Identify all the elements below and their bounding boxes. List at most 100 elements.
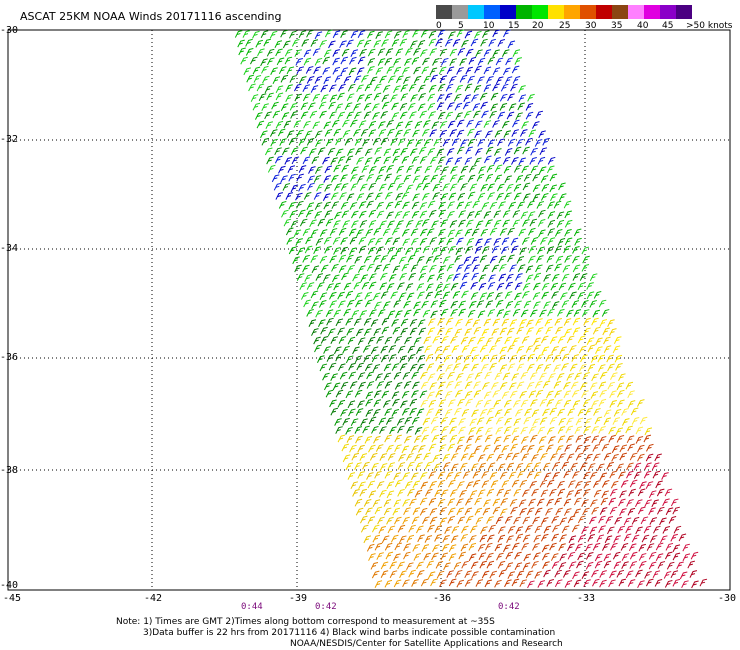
wind-barb — [429, 516, 438, 525]
wind-barb — [520, 309, 529, 318]
wind-barb — [511, 157, 519, 165]
wind-barb — [393, 30, 402, 39]
wind-barb — [338, 254, 347, 263]
wind-barb — [489, 471, 498, 480]
wind-barb — [495, 426, 503, 435]
wind-barb — [484, 434, 493, 443]
wind-barb — [377, 309, 386, 317]
wind-barb — [579, 382, 588, 391]
wind-barb — [364, 291, 372, 300]
wind-barb — [575, 435, 584, 443]
wind-barb — [483, 210, 492, 219]
wind-barb — [237, 39, 245, 48]
wind-barb — [427, 327, 436, 335]
wind-barb — [296, 173, 304, 182]
wind-barb — [589, 300, 597, 308]
wind-barb — [402, 201, 410, 210]
wind-barb — [547, 228, 555, 236]
wind-barb — [245, 47, 254, 56]
wind-barb — [349, 202, 358, 210]
wind-barb — [390, 94, 398, 103]
wind-barb — [643, 470, 652, 479]
wind-barb — [387, 310, 396, 319]
wind-barb — [333, 220, 341, 228]
wind-barb — [474, 157, 482, 166]
wind-barb — [383, 363, 392, 372]
wind-barb — [453, 561, 462, 570]
wind-barb — [493, 210, 502, 219]
wind-barb — [375, 31, 383, 39]
wind-barb — [447, 201, 455, 209]
wind-barb — [391, 391, 400, 400]
wind-barb — [638, 553, 647, 561]
wind-barb — [285, 192, 294, 200]
wind-barb — [469, 164, 477, 173]
wind-barb — [380, 354, 389, 363]
wind-barb — [420, 29, 429, 38]
wind-barb — [672, 578, 681, 587]
wind-barb — [547, 211, 556, 219]
wind-barb — [469, 300, 477, 309]
wind-barb — [367, 58, 375, 66]
wind-barb — [326, 317, 334, 326]
wind-barb — [532, 184, 541, 192]
wind-barb — [496, 309, 505, 317]
wind-barb — [551, 291, 559, 299]
wind-barb — [325, 218, 334, 227]
wind-barb — [402, 472, 410, 480]
wind-barb — [410, 94, 418, 102]
wind-barb — [395, 129, 403, 138]
wind-barb — [314, 57, 323, 66]
wind-barb — [389, 570, 398, 579]
wind-barb — [417, 444, 426, 453]
wind-barb — [520, 129, 528, 137]
wind-barb — [455, 84, 463, 93]
wind-barb — [541, 291, 549, 300]
wind-barb — [434, 525, 443, 533]
wind-barb — [474, 130, 482, 139]
wind-barb — [357, 56, 366, 65]
wind-barb — [396, 165, 404, 174]
wind-barb — [461, 345, 470, 353]
wind-barb — [399, 355, 407, 364]
wind-barb — [407, 488, 415, 497]
wind-barb — [346, 111, 354, 120]
wind-barb — [379, 75, 387, 84]
wind-barb — [383, 148, 392, 157]
wind-barb — [541, 552, 550, 561]
wind-barb — [517, 264, 526, 272]
wind-barb — [457, 192, 466, 201]
wind-barb — [577, 534, 586, 543]
wind-barb — [421, 434, 429, 443]
wind-barb — [298, 165, 307, 173]
wind-barb — [401, 66, 410, 75]
wind-barb — [275, 48, 283, 57]
wind-barb — [425, 353, 434, 362]
wind-barb — [626, 470, 634, 479]
wind-barb — [514, 562, 523, 571]
wind-barb — [384, 57, 392, 66]
wind-barb — [590, 391, 599, 399]
lon-label: -36 — [433, 593, 452, 604]
note-line-2: 3)Data buffer is 22 hrs from 20171116 4)… — [143, 628, 556, 638]
wind-barb — [664, 551, 673, 560]
wind-barb — [510, 245, 519, 254]
wind-barb — [408, 524, 416, 533]
wind-barb — [519, 247, 527, 255]
wind-barb — [384, 408, 392, 416]
wind-barb — [337, 434, 346, 443]
wind-barb — [464, 157, 473, 165]
wind-barb — [469, 418, 477, 427]
wind-barb — [368, 129, 377, 137]
wind-barb — [479, 255, 488, 263]
wind-barb — [411, 156, 420, 164]
wind-barb — [530, 237, 539, 245]
wind-barb — [505, 57, 513, 66]
wind-barb — [436, 102, 445, 111]
wind-barb — [344, 102, 353, 111]
wind-barb — [527, 200, 535, 209]
wind-barb — [522, 219, 530, 227]
wind-barb — [520, 436, 529, 444]
wind-barb — [351, 166, 359, 175]
wind-barb — [503, 29, 511, 38]
